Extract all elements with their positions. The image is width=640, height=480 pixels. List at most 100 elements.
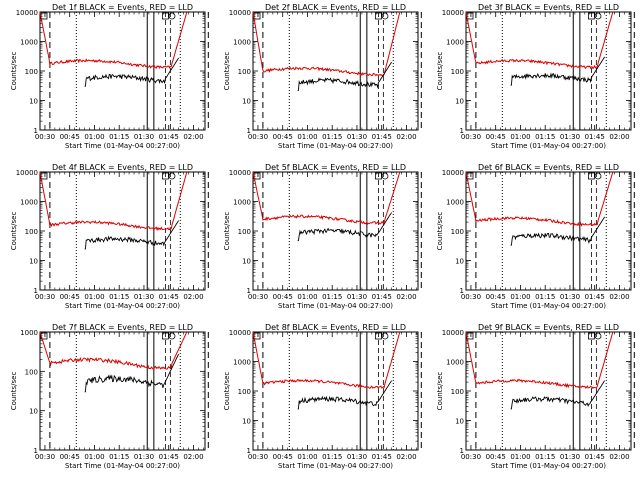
circle-marker <box>381 172 389 180</box>
y-tick-label: 1 <box>247 127 251 135</box>
plot-frame <box>252 11 419 131</box>
y-tick-label: 10000 <box>229 169 251 177</box>
x-tick-label: 02:00 <box>609 453 629 461</box>
y-tick-label: 10 <box>29 98 38 106</box>
y-axis-label: Counts/sec <box>10 52 18 91</box>
square-marker <box>374 172 382 180</box>
x-axis-label: Start Time (01-May-04 00:27:00) <box>491 462 606 470</box>
square-marker <box>40 12 48 20</box>
x-tick-label: 02:00 <box>396 453 416 461</box>
y-tick-label: 10000 <box>229 9 251 17</box>
x-tick-label: 01:30 <box>560 133 580 141</box>
y-axis-label: Counts/sec <box>223 372 231 411</box>
square-marker <box>466 12 474 20</box>
y-tick-label: 10 <box>242 418 251 426</box>
square-marker <box>161 332 169 340</box>
y-axis-label: Counts/sec <box>223 52 231 91</box>
x-tick-label: 01:00 <box>297 293 317 301</box>
square-marker <box>253 12 261 20</box>
x-tick-label: 02:00 <box>183 293 203 301</box>
events-series-line <box>510 56 605 86</box>
circle-marker <box>168 332 176 340</box>
events-series-line <box>297 61 392 91</box>
y-tick-label: 10000 <box>442 9 464 17</box>
y-axis-label: Counts/sec <box>223 212 231 251</box>
circle-marker <box>594 12 602 20</box>
events-series-line <box>84 220 179 250</box>
x-tick-label: 01:30 <box>347 293 367 301</box>
x-tick-label: 01:00 <box>510 133 530 141</box>
x-tick-label: 01:30 <box>347 133 367 141</box>
lld-series-line <box>465 171 614 227</box>
lld-series-line <box>252 331 401 390</box>
y-tick-label: 1 <box>34 287 38 295</box>
y-tick-label: 1000 <box>233 39 251 47</box>
y-tick-label: 10 <box>455 258 464 266</box>
x-tick-label: 01:30 <box>134 293 154 301</box>
x-axis-label: Start Time (01-May-04 00:27:00) <box>491 302 606 310</box>
events-series-line <box>84 57 179 87</box>
x-tick-label: 00:30 <box>35 133 55 141</box>
plot-frame <box>465 171 632 291</box>
y-tick-label: 100 <box>238 228 251 236</box>
chart-panel: Det 9f BLACK = Events, RED = LLD 1 10 100 10… <box>436 323 635 470</box>
x-tick-label: 01:45 <box>372 133 392 141</box>
x-tick-label: 01:30 <box>134 453 154 461</box>
y-tick-label: 1000 <box>446 39 464 47</box>
x-tick-label: 01:45 <box>585 293 605 301</box>
x-tick-label: 01:00 <box>84 293 104 301</box>
x-tick-label: 01:00 <box>84 133 104 141</box>
circle-marker <box>168 12 176 20</box>
y-axis-label: Counts/sec <box>436 212 444 251</box>
chart-panel: Det 6f BLACK = Events, RED = LLD 1 10 100 10… <box>436 163 635 310</box>
x-tick-label: 00:30 <box>248 453 268 461</box>
x-tick-label: 01:15 <box>535 453 555 461</box>
x-tick-label: 00:45 <box>273 453 293 461</box>
chart-panel: Det 8f BLACK = Events, RED = LLD 1 10 100 10… <box>223 323 422 470</box>
chart-title: Det 4f BLACK = Events, RED = LLD <box>52 163 193 172</box>
x-tick-label: 01:00 <box>84 453 104 461</box>
circle-marker <box>168 172 176 180</box>
x-tick-label: 00:30 <box>461 293 481 301</box>
x-tick-label: 01:30 <box>347 453 367 461</box>
lld-series-line <box>465 331 614 390</box>
y-tick-label: 10 <box>29 258 38 266</box>
plot-frame <box>39 331 206 451</box>
x-tick-label: 02:00 <box>609 293 629 301</box>
y-tick-label: 10000 <box>442 169 464 177</box>
x-tick-label: 02:00 <box>396 293 416 301</box>
y-tick-label: 1000 <box>233 199 251 207</box>
lld-series-line <box>465 11 614 70</box>
square-marker <box>374 332 382 340</box>
y-tick-label: 10000 <box>16 169 38 177</box>
y-tick-label: 100 <box>25 68 38 76</box>
x-tick-label: 01:00 <box>510 453 530 461</box>
events-series-line <box>84 353 180 393</box>
chart-panel: Det 2f BLACK = Events, RED = LLD 1 10 100 10… <box>223 3 422 150</box>
chart-panel: Det 4f BLACK = Events, RED = LLD 1 10 100 10… <box>10 163 209 310</box>
x-tick-label: 00:45 <box>486 133 506 141</box>
square-marker <box>161 172 169 180</box>
y-tick-label: 1000 <box>446 359 464 367</box>
x-tick-label: 00:30 <box>461 453 481 461</box>
x-tick-label: 01:30 <box>134 133 154 141</box>
x-tick-label: 00:30 <box>248 133 268 141</box>
plot-frame <box>465 331 632 451</box>
lld-series-line <box>252 171 401 225</box>
y-tick-label: 10 <box>242 98 251 106</box>
y-tick-label: 10 <box>242 258 251 266</box>
x-tick-label: 00:45 <box>486 453 506 461</box>
y-tick-label: 1000 <box>20 329 38 337</box>
y-tick-label: 1 <box>460 287 464 295</box>
x-tick-label: 01:15 <box>109 293 129 301</box>
chart-panel: Det 3f BLACK = Events, RED = LLD 1 10 100 10… <box>436 3 635 150</box>
x-tick-label: 01:15 <box>322 133 342 141</box>
x-axis-label: Start Time (01-May-04 00:27:00) <box>491 142 606 150</box>
square-marker <box>161 12 169 20</box>
y-tick-label: 100 <box>25 228 38 236</box>
chart-panel: Det 1f BLACK = Events, RED = LLD 1 10 100 10… <box>10 3 209 150</box>
square-marker <box>374 12 382 20</box>
square-marker <box>588 12 595 20</box>
lld-series-line <box>252 11 401 77</box>
